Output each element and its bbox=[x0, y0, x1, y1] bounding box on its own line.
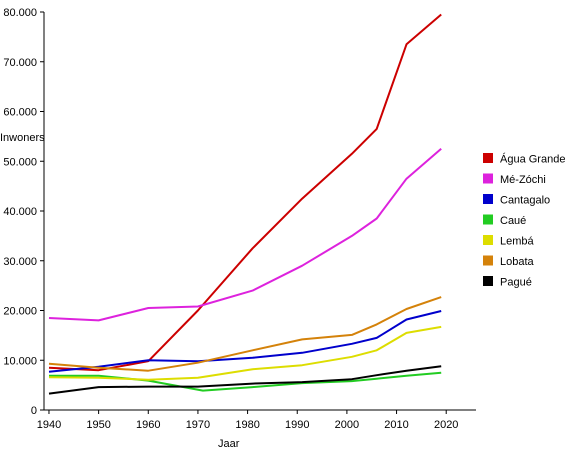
series-line-me-zochi bbox=[48, 148, 442, 322]
y-tick-label: 50.000 bbox=[3, 156, 37, 168]
x-tick-label: 1980 bbox=[235, 419, 259, 431]
legend-swatch bbox=[483, 214, 493, 225]
y-tick-label: 20.000 bbox=[3, 306, 37, 318]
series-line-cantagalo bbox=[48, 310, 442, 373]
legend-swatch bbox=[483, 173, 493, 184]
x-tick-label: 2000 bbox=[335, 419, 359, 431]
y-tick-label: 80.000 bbox=[3, 7, 37, 19]
legend-label: Cantagalo bbox=[500, 195, 550, 207]
legend-label: Caué bbox=[500, 215, 526, 227]
y-tick-label: 30.000 bbox=[3, 256, 37, 268]
legend-label: Mé-Zóchi bbox=[500, 174, 546, 186]
y-tick-label: 60.000 bbox=[3, 107, 37, 119]
legend-swatch bbox=[483, 235, 493, 245]
series-line-lobata bbox=[48, 296, 442, 372]
x-tick-label: 1990 bbox=[285, 419, 309, 431]
legend-swatch bbox=[483, 276, 493, 286]
axes bbox=[43, 12, 476, 411]
x-axis-label: Jaar bbox=[218, 438, 240, 450]
series-line-lemba bbox=[48, 325, 442, 381]
x-tick-label: 2010 bbox=[384, 419, 408, 431]
series-layer bbox=[48, 13, 442, 395]
x-tick-label: 1970 bbox=[186, 419, 210, 431]
legend-label: Água Grande bbox=[500, 153, 565, 166]
series-line-agua-grande bbox=[48, 13, 442, 372]
x-tick-label: 1950 bbox=[86, 419, 110, 431]
legend-swatch bbox=[483, 153, 493, 163]
legend-swatch bbox=[483, 194, 493, 204]
legend-label: Lobata bbox=[500, 256, 535, 268]
y-tick-label: 40.000 bbox=[3, 206, 37, 218]
x-tick-label: 2020 bbox=[434, 419, 458, 431]
x-axis-ticks: 1940 1950 1960 1970 1980 1990 2000 2010 2020 bbox=[37, 410, 458, 431]
y-axis-label: Inwoners bbox=[0, 132, 45, 144]
y-axis-ticks: 0 10.000 20.000 30.000 40.000 50.000 60.000 70.… bbox=[3, 7, 44, 417]
legend-label: Pagué bbox=[500, 277, 532, 289]
legend-swatch bbox=[483, 255, 493, 266]
legend-label: Lembá bbox=[500, 236, 535, 248]
series-line-pague bbox=[48, 365, 442, 395]
y-tick-label: 70.000 bbox=[3, 57, 37, 69]
y-tick-label: 10.000 bbox=[3, 355, 37, 367]
x-tick-label: 1940 bbox=[37, 419, 61, 431]
y-tick-label: 0 bbox=[31, 405, 37, 417]
legend: Água Grande Mé-Zóchi Cantagalo Caué Lembá Lob… bbox=[483, 153, 565, 289]
x-tick-label: 1960 bbox=[136, 419, 160, 431]
